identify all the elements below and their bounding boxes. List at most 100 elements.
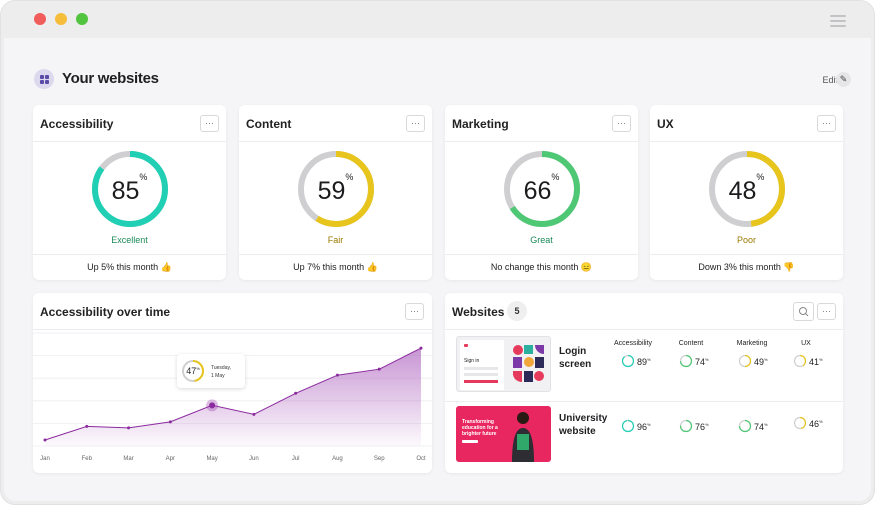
x-tick-label: May: [206, 456, 217, 462]
tooltip-ring-icon: [182, 360, 204, 382]
data-point[interactable]: [419, 346, 423, 350]
x-tick-label: Mar: [123, 456, 133, 462]
chart-tooltip: 47% Tuesday, 1 May: [177, 354, 245, 388]
grid-icon: [34, 69, 54, 89]
maximize-window-button[interactable]: [76, 13, 88, 25]
thumbnail-text: Sign in: [464, 358, 480, 364]
data-point[interactable]: [377, 367, 381, 371]
chart-line: [44, 347, 422, 441]
edit-button[interactable]: Edit: [822, 75, 838, 85]
trend-text: No change this month 😑: [490, 262, 593, 272]
x-tick-label: Jun: [249, 456, 259, 462]
close-window-button[interactable]: [34, 13, 46, 25]
hamburger-menu-icon[interactable]: [830, 15, 846, 27]
tooltip-value: 47%: [186, 366, 200, 376]
column-header-marketing: Marketing: [736, 340, 768, 347]
website-name: Login screen: [559, 346, 592, 370]
score-gauge: 85%: [91, 150, 169, 228]
more-options-button[interactable]: ···: [817, 115, 836, 132]
chart-svg: Jan Feb Mar Apr May Jun Jul Aug Sep Oct: [33, 332, 432, 462]
score-gauge: 66%: [503, 150, 581, 228]
score-value: 66%: [523, 171, 560, 205]
card-title: Content: [246, 117, 292, 131]
score-marketing: 49%: [738, 354, 778, 368]
mini-ring-icon: [738, 354, 752, 368]
pencil-icon[interactable]: ✎: [836, 72, 851, 87]
websites-count-badge: 5: [507, 301, 527, 321]
x-tick-label: Apr: [166, 456, 175, 462]
score-card-ux: UX ··· 48% Poor Down 3% this month 👎: [650, 105, 843, 280]
column-header-content: Content: [678, 340, 704, 347]
score-ux: 46%: [793, 416, 833, 430]
gauge-ring-icon: [708, 151, 785, 227]
mini-ring-icon: [679, 419, 693, 433]
data-point[interactable]: [252, 412, 256, 416]
mini-ring-icon: [621, 419, 635, 433]
card-title: Marketing: [452, 117, 509, 131]
more-options-button[interactable]: ···: [612, 115, 631, 132]
data-point[interactable]: [127, 426, 131, 430]
column-header-accessibility: Accessibility: [613, 340, 653, 347]
university-website-thumbnail: Transforming education for a brighter fu…: [456, 406, 551, 462]
more-options-button[interactable]: ···: [817, 303, 836, 320]
trend-text: Up 7% this month 👍: [293, 262, 378, 272]
accessibility-over-time-card: Accessibility over time ··· Jan Feb Mar Ap: [33, 293, 432, 473]
data-point[interactable]: [335, 373, 339, 377]
search-button[interactable]: [793, 302, 814, 321]
abstract-shapes-icon: [513, 345, 544, 383]
websites-card: Websites 5 ··· Accessibility Content Mar…: [445, 293, 843, 473]
data-point[interactable]: [209, 402, 216, 409]
score-label: Excellent: [111, 235, 148, 245]
tooltip-day: Tuesday,: [211, 365, 232, 371]
more-options-button[interactable]: ···: [406, 115, 425, 132]
page-title: Your websites: [62, 70, 159, 87]
score-content: 74%: [679, 354, 719, 368]
minimize-window-button[interactable]: [55, 13, 67, 25]
score-accessibility: 89%: [621, 354, 661, 368]
website-row-login[interactable]: Sign in: [445, 334, 843, 400]
x-tick-label: Jan: [40, 456, 50, 462]
score-value: 85%: [111, 171, 148, 205]
score-label: Poor: [736, 235, 756, 245]
title-bar: [1, 1, 874, 38]
login-screen-thumbnail: Sign in: [456, 336, 551, 392]
data-point[interactable]: [168, 420, 172, 424]
more-options-button[interactable]: ···: [405, 303, 424, 320]
data-point[interactable]: [43, 438, 47, 442]
website-name: University website: [559, 413, 608, 437]
score-gauge: 59%: [297, 150, 375, 228]
x-tick-label: Sep: [374, 456, 385, 462]
data-point[interactable]: [85, 424, 89, 428]
mini-ring-icon: [679, 354, 693, 368]
score-label: Great: [530, 235, 553, 245]
trend-text: Up 5% this month 👍: [87, 262, 172, 272]
student-photo-icon: [512, 412, 534, 462]
card-title: UX: [657, 117, 674, 131]
trend-text: Down 3% this month 👎: [698, 262, 795, 272]
mini-ring-icon: [793, 416, 807, 430]
more-options-button[interactable]: ···: [200, 115, 219, 132]
line-chart: Jan Feb Mar Apr May Jun Jul Aug Sep Oct: [33, 328, 432, 473]
gauge-ring-icon: [503, 151, 580, 227]
thumbnail-text: Transforming education for a brighter fu…: [462, 419, 498, 437]
score-label: Fair: [327, 235, 344, 245]
score-content: 76%: [679, 419, 719, 433]
card-title: Websites: [452, 305, 505, 319]
x-tick-label: Aug: [332, 456, 343, 462]
tooltip-date: 1 May: [211, 373, 225, 379]
card-title: Accessibility over time: [40, 305, 171, 319]
score-marketing: 74%: [738, 419, 778, 433]
score-value: 48%: [728, 171, 765, 205]
score-value: 59%: [317, 171, 354, 205]
website-row-university[interactable]: Transforming education for a brighter fu…: [445, 403, 843, 469]
data-point[interactable]: [294, 391, 298, 395]
mini-ring-icon: [738, 419, 752, 433]
chart-area: [45, 348, 421, 446]
card-title: Accessibility: [40, 117, 114, 131]
gauge-ring-icon: [297, 151, 374, 227]
gauge-ring-icon: [91, 151, 168, 227]
dashboard: Your websites Edit ✎ Accessibility ··· 8…: [4, 38, 871, 501]
mini-ring-icon: [793, 354, 807, 368]
score-gauge: 48%: [708, 150, 786, 228]
